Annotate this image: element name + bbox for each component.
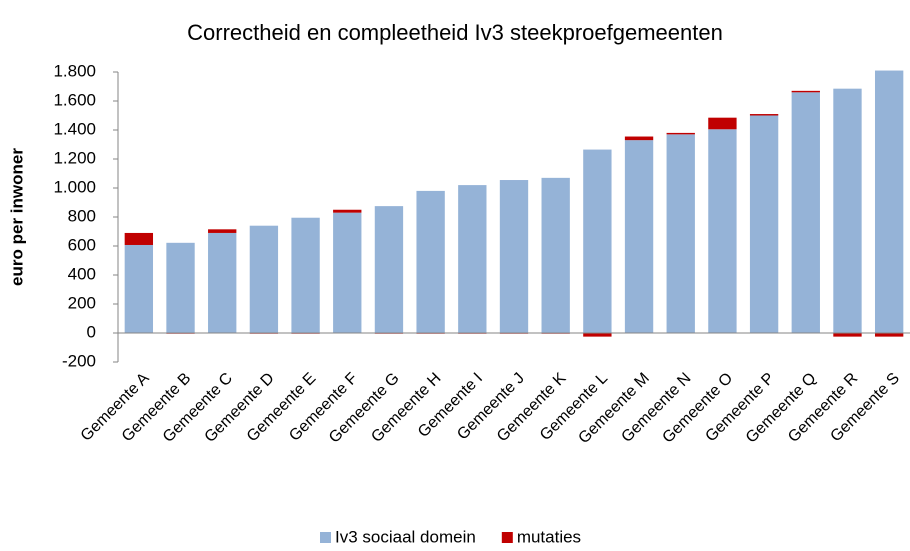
bar-segment <box>833 333 862 337</box>
y-tick-label: 1.400 <box>53 119 96 138</box>
bar-segment <box>499 180 529 333</box>
bar-segment <box>791 92 820 333</box>
bar-segment <box>791 90 820 93</box>
y-tick-label: 0 <box>87 322 96 341</box>
bar-segment <box>124 232 154 245</box>
bar-segment <box>333 212 362 333</box>
bar-segment <box>708 129 737 333</box>
bar-segment <box>624 140 654 333</box>
bar-segment <box>874 70 904 334</box>
bar-segment <box>291 217 320 333</box>
y-tick-label: 1.600 <box>53 90 96 109</box>
y-tick-label: 200 <box>68 293 96 312</box>
y-tick-label: 1.000 <box>53 177 96 196</box>
bar-segment <box>208 229 237 233</box>
bar-segment <box>374 206 404 333</box>
legend-swatch <box>320 532 331 543</box>
bar-segment <box>874 333 904 337</box>
bar-segment <box>749 115 779 333</box>
y-tick-label: 1.800 <box>53 61 96 80</box>
bar-segment <box>749 114 779 116</box>
bar-segment <box>249 225 279 333</box>
y-tick-label: -200 <box>62 351 96 370</box>
bar-segment <box>833 88 862 333</box>
bar-segment <box>416 190 445 333</box>
bar-segment <box>624 136 654 141</box>
bar-segment <box>208 232 237 333</box>
bar-segment <box>583 333 612 337</box>
y-tick-label: 400 <box>68 264 96 283</box>
legend-label: Iv3 sociaal domein <box>335 527 476 546</box>
y-tick-label: 800 <box>68 206 96 225</box>
y-tick-label: 600 <box>68 235 96 254</box>
bar-segment <box>708 117 737 130</box>
bar-segment <box>458 185 487 333</box>
y-axis-title: euro per inwoner <box>7 148 26 286</box>
y-tick-label: 1.200 <box>53 148 96 167</box>
bar-segment <box>124 244 154 333</box>
legend-label: mutaties <box>517 527 581 546</box>
chart-title: Correctheid en compleetheid Iv3 steekpro… <box>187 20 723 45</box>
bar-segment <box>166 242 195 333</box>
bar-segment <box>541 177 570 333</box>
bar-segment <box>666 134 695 333</box>
bar-segment <box>583 149 612 333</box>
legend-swatch <box>501 532 513 543</box>
bar-segment <box>666 132 695 135</box>
bar-segment <box>333 209 362 213</box>
